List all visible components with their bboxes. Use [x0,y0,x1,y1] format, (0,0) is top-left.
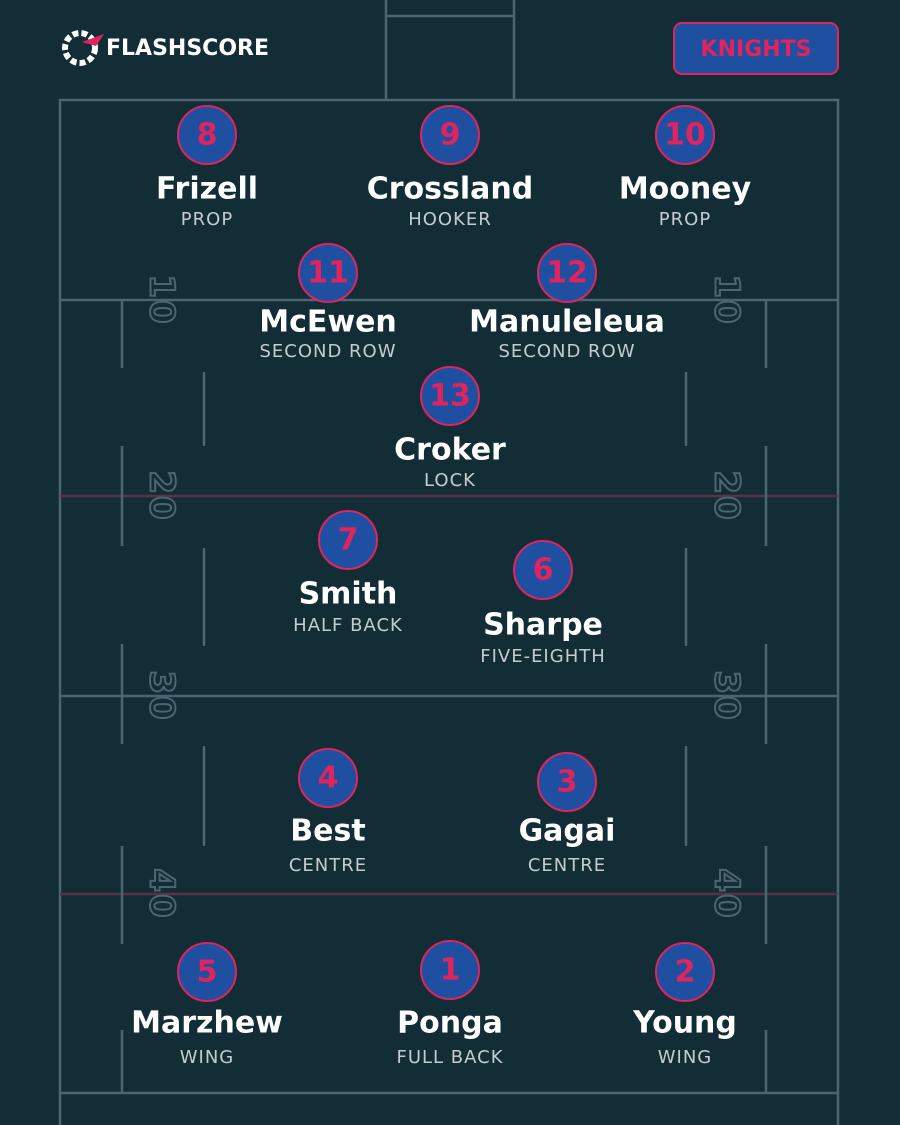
player-position: WING [180,1047,235,1068]
player-position: HOOKER [408,209,492,230]
player-position: CENTRE [289,855,367,876]
yard-label: 10 [707,274,747,325]
player: 4 Best CENTRE [289,748,367,876]
player-name: Young [632,1006,737,1041]
player-position: FIVE-EIGHTH [480,646,606,667]
yard-label: 40 [142,868,182,919]
logo: FLASHSCORE [62,30,269,66]
jersey-circle [537,243,597,303]
player: 3 Gagai CENTRE [519,752,616,876]
jersey-circle [420,366,480,426]
player-name: Sharpe [483,608,603,643]
jersey-circle [420,105,480,165]
jersey-number: 9 [440,118,461,153]
jersey-number: 13 [429,379,471,414]
yard-label: 20 [142,470,182,521]
player: 2 Young WING [632,942,737,1068]
jersey-number: 5 [197,955,218,990]
player: 5 Marzhew WING [131,942,283,1068]
jersey-circle [298,748,358,808]
player-name: Frizell [156,172,258,207]
jersey-number: 1 [440,953,461,988]
player-name: Gagai [519,814,616,849]
jersey-number: 7 [338,523,359,558]
jersey-number: 8 [197,118,218,153]
player-name: Smith [299,577,398,612]
player-position: SECOND ROW [498,341,635,362]
yard-label: 10 [142,274,182,325]
player-position: SECOND ROW [259,341,396,362]
jersey-circle [177,942,237,1002]
team-name: KNIGHTS [701,37,812,62]
player-name: Marzhew [131,1006,283,1041]
player-position: PROP [181,209,233,230]
jersey-circle [318,510,378,570]
jersey-circle [655,105,715,165]
field [58,0,840,1125]
jersey-number: 6 [533,553,554,588]
player-position: CENTRE [528,855,606,876]
jersey-circle [513,540,573,600]
jersey-number: 12 [546,256,588,291]
yard-label: 40 [707,868,747,919]
brand: FLASHSCORE [106,36,269,61]
player-name: Ponga [397,1006,503,1041]
player-position: HALF BACK [293,615,403,636]
jersey-circle [420,940,480,1000]
jersey-circle [655,942,715,1002]
player-name: Croker [394,433,506,468]
player-name: Manuleleua [469,305,665,340]
jersey-number: 11 [307,256,349,291]
yard-label: 30 [142,670,182,721]
yard-label: 20 [707,470,747,521]
player-position: WING [658,1047,713,1068]
jersey-circle [298,243,358,303]
jersey-number: 4 [318,761,339,796]
jersey-number: 3 [557,765,578,800]
player: 6 Sharpe FIVE-EIGHTH [480,540,606,667]
player: 7 Smith HALF BACK [293,510,403,636]
player-name: McEwen [259,305,397,340]
player-name: Mooney [619,172,752,207]
player-position: FULL BACK [396,1047,503,1068]
player-name: Crossland [367,172,534,207]
yard-label: 30 [707,670,747,721]
jersey-number: 2 [675,955,696,990]
player: 1 Ponga FULL BACK [396,940,503,1068]
jersey-circle [177,105,237,165]
jersey-number: 10 [664,118,706,153]
team-badge [673,22,839,75]
player-name: Best [290,814,365,849]
player-position: PROP [659,209,711,230]
player-position: LOCK [424,470,476,491]
jersey-circle [537,752,597,812]
